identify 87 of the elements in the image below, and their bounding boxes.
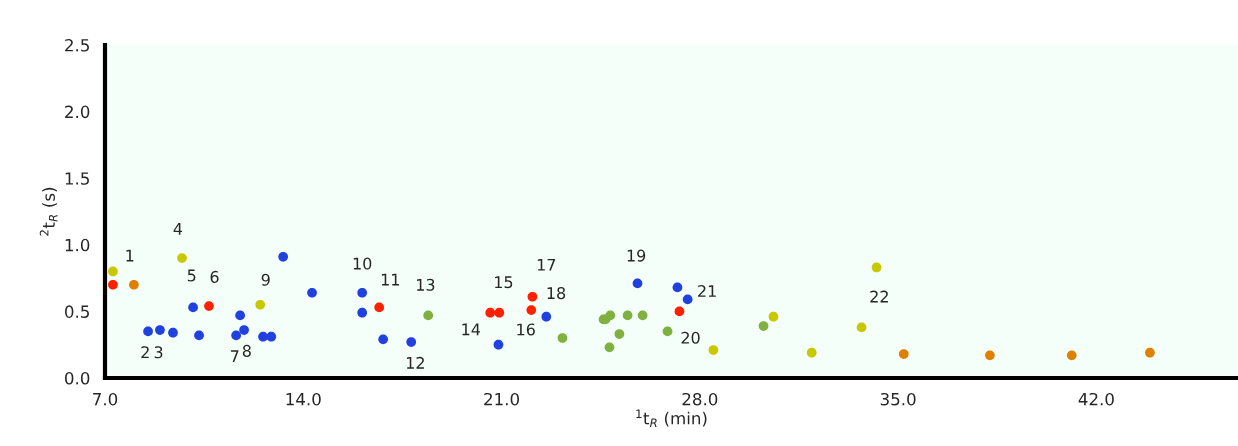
annotation: 13 xyxy=(417,278,435,291)
annotation: 10 xyxy=(353,257,372,270)
point xyxy=(231,330,242,341)
point xyxy=(871,262,882,273)
x-tick-label: 14.0 xyxy=(286,392,321,406)
point xyxy=(604,342,615,353)
point xyxy=(188,302,198,313)
y-tick-label: 0.5 xyxy=(65,305,89,318)
annotation: 21 xyxy=(698,285,716,297)
point xyxy=(485,307,496,318)
point xyxy=(374,302,385,313)
point xyxy=(682,294,693,305)
point xyxy=(672,282,683,293)
point xyxy=(557,333,568,343)
annotation: 9 xyxy=(261,273,270,286)
point xyxy=(856,322,867,333)
y-tick-label: 2.0 xyxy=(65,105,90,119)
annotation: 20 xyxy=(681,331,700,344)
point xyxy=(541,311,552,322)
point xyxy=(378,334,389,345)
x-tick-label: 35.0 xyxy=(880,392,916,406)
point xyxy=(637,310,648,321)
point xyxy=(632,278,643,289)
annotation: 14 xyxy=(462,323,481,336)
y-tick-label: 1.5 xyxy=(65,172,89,185)
point xyxy=(239,325,249,335)
point xyxy=(527,291,538,302)
point xyxy=(129,279,139,290)
point xyxy=(674,306,685,317)
point xyxy=(1066,350,1077,361)
annotation: 11 xyxy=(381,273,399,286)
point xyxy=(108,279,118,290)
point xyxy=(406,337,417,347)
x-tick-label: 42.0 xyxy=(1078,392,1114,406)
annotation: 19 xyxy=(627,249,646,262)
point xyxy=(357,287,368,298)
point xyxy=(494,307,505,318)
point xyxy=(622,310,633,321)
annotation: 12 xyxy=(406,356,424,369)
y-tick-label: 0.0 xyxy=(65,371,90,385)
point xyxy=(898,349,909,359)
point xyxy=(357,307,368,318)
x-tick-label: 28.0 xyxy=(682,392,718,406)
annotation: 3 xyxy=(154,346,163,359)
point xyxy=(662,326,673,337)
x-tick-label: 7.0 xyxy=(93,392,118,406)
point xyxy=(143,326,153,337)
annotation: 15 xyxy=(495,276,513,289)
point xyxy=(266,331,277,342)
point xyxy=(806,347,817,358)
point xyxy=(1145,347,1155,358)
point xyxy=(768,311,779,322)
annotation: 2 xyxy=(141,346,149,359)
point xyxy=(235,310,245,321)
x-axis-title: $^{1}$t$_{R}$ (min) xyxy=(636,409,707,428)
point xyxy=(155,325,165,335)
point xyxy=(258,331,268,342)
annotation: 18 xyxy=(547,287,566,300)
point xyxy=(985,350,995,361)
point xyxy=(526,305,537,315)
annotation: 7 xyxy=(230,350,239,363)
y-tick-label: 2.5 xyxy=(65,38,89,52)
annotation: 6 xyxy=(210,270,219,283)
point xyxy=(758,321,769,331)
x-tick-label: 21.0 xyxy=(484,392,519,406)
y-axis-title: $^{2}$t$_{R}$ (s) xyxy=(39,187,58,236)
point xyxy=(614,329,625,339)
point xyxy=(708,345,719,355)
annotation: 4 xyxy=(173,223,183,235)
point xyxy=(423,310,434,321)
point xyxy=(194,330,204,341)
point xyxy=(177,253,187,263)
point xyxy=(307,287,317,298)
annotation: 17 xyxy=(537,258,556,271)
point xyxy=(204,301,214,311)
annotation: 8 xyxy=(242,344,251,357)
point xyxy=(168,327,178,338)
annotation: 5 xyxy=(187,269,196,282)
y-tick-label: 1.0 xyxy=(65,238,90,252)
point xyxy=(255,299,266,310)
annotation: 22 xyxy=(870,290,888,303)
annotation: 16 xyxy=(517,323,535,336)
annotation: 1 xyxy=(126,249,134,262)
point xyxy=(605,310,616,321)
point xyxy=(493,339,504,350)
point xyxy=(278,251,289,262)
point xyxy=(108,266,118,277)
